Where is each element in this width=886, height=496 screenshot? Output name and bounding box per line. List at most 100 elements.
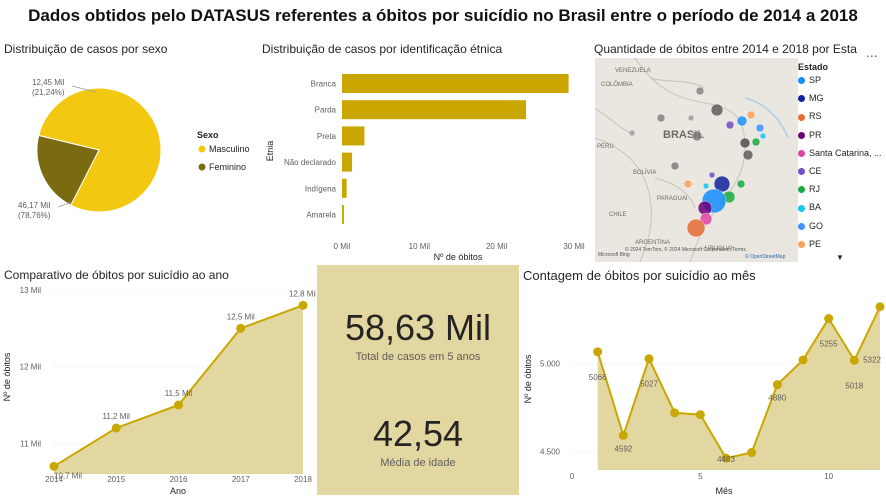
map-bubble[interactable]: [691, 130, 703, 142]
pie-slice-feminino[interactable]: [36, 134, 100, 206]
map-legend-label: SP: [809, 75, 822, 85]
month-point[interactable]: [849, 355, 859, 365]
bar-category-label[interactable]: Não declarado: [284, 158, 337, 167]
map-bubble[interactable]: [746, 110, 756, 120]
year-x-tick: 2014: [45, 475, 63, 484]
map-title: Quantidade de óbitos entre 2014 e 2018 p…: [594, 42, 857, 56]
legend-scroll-down-icon[interactable]: ▼: [836, 253, 844, 262]
bar-4[interactable]: [342, 178, 347, 198]
map-legend-swatch: [798, 113, 805, 121]
kpi-card[interactable]: 58,63 Mil Total de casos em 5 anos 42,54…: [317, 265, 519, 495]
month-ylabel: Nº de óbitos: [523, 354, 533, 403]
month-point[interactable]: [695, 410, 705, 420]
map-legend-item[interactable]: PE: [798, 239, 821, 249]
bar-x-tick[interactable]: 10 Mil: [409, 242, 431, 251]
map-visual[interactable]: VENEZUELA COLÔMBIA PERU BOLÍVIA CHILE AR…: [595, 58, 798, 262]
map-legend-swatch: [798, 204, 805, 212]
pie-legend-feminino[interactable]: Feminino: [209, 162, 246, 172]
kpi-age-value: 42,54: [372, 413, 464, 454]
map-bubble[interactable]: [686, 218, 706, 238]
map-legend-item[interactable]: GO: [798, 221, 823, 231]
bar-0[interactable]: [342, 74, 569, 93]
map-bubble[interactable]: [687, 114, 695, 122]
map-legend-label: PR: [809, 129, 822, 140]
bar-category-label[interactable]: Indígena: [305, 184, 337, 193]
map-bubble[interactable]: [759, 132, 767, 140]
month-point[interactable]: [747, 448, 757, 458]
month-line: [596, 306, 881, 460]
map-bubble[interactable]: [736, 179, 746, 189]
map-legend-item[interactable]: RJ: [798, 184, 820, 194]
map-legend-label: RJ: [809, 184, 820, 195]
month-point[interactable]: [721, 453, 731, 463]
bar-category-label[interactable]: Amarela: [306, 211, 336, 220]
map-label-chile: CHILE: [609, 212, 627, 218]
month-point[interactable]: [798, 355, 808, 365]
bar-5[interactable]: [342, 205, 344, 224]
map-legend-item[interactable]: RS: [798, 111, 822, 121]
map-bubble[interactable]: [742, 149, 754, 161]
month-point[interactable]: [824, 314, 834, 324]
bar-x-tick[interactable]: 0 Mil: [334, 242, 351, 251]
month-data-label: 4463: [717, 455, 735, 464]
bar-3[interactable]: [342, 152, 353, 172]
map-copyright-osm[interactable]: © OpenStreetMap: [745, 253, 786, 260]
month-point[interactable]: [593, 347, 603, 357]
month-area-chart[interactable]: 5.000 4.500 0 5 10 5066 4592 5027 4463 4880 5255 50…: [520, 284, 886, 496]
map-legend-label: BA: [809, 202, 822, 213]
bar-x-tick[interactable]: 20 Mil: [486, 242, 508, 251]
map-legend-item[interactable]: MG: [798, 93, 824, 103]
bar-1[interactable]: [342, 100, 527, 120]
map-legend-item[interactable]: PR: [798, 130, 822, 140]
bar-category-label[interactable]: Branca: [311, 80, 337, 89]
bar-x-tick[interactable]: 30 Mil: [563, 242, 585, 251]
year-point[interactable]: [111, 423, 121, 433]
pie-legend-swatch-masculino: [198, 145, 206, 153]
month-point[interactable]: [670, 408, 680, 418]
map-legend-item[interactable]: Santa Catarina, ...: [798, 148, 882, 158]
map-bubble[interactable]: [736, 115, 748, 127]
month-point[interactable]: [618, 430, 628, 440]
map-bubble[interactable]: [656, 113, 666, 123]
map-legend-label: CE: [809, 166, 822, 176]
more-options-icon[interactable]: ...: [866, 44, 878, 60]
year-x-tick: 2017: [232, 475, 250, 484]
map-legend-swatch: [798, 77, 805, 85]
bar-category-label[interactable]: Parda: [315, 106, 337, 115]
pie-chart[interactable]: 12,45 Mil (21,24%) 46,17 Mil (78,76%) Se…: [0, 56, 260, 256]
map-bubble[interactable]: [739, 137, 751, 149]
month-point[interactable]: [875, 302, 885, 312]
year-point[interactable]: [49, 461, 59, 471]
pie-slice-masculino[interactable]: [38, 87, 162, 213]
map-bubble[interactable]: [710, 103, 724, 117]
map-copyright[interactable]: © 2024 TomTom, © 2024 Microsoft Corporat…: [625, 246, 746, 253]
pie-chart-title: Distribuição de casos por sexo: [4, 42, 168, 56]
map-legend-item[interactable]: SP: [798, 75, 821, 85]
map-bubble[interactable]: [683, 179, 693, 189]
map-bubble[interactable]: [751, 137, 761, 147]
map-label-venezuela: VENEZUELA: [615, 68, 651, 74]
bar-chart[interactable]: Branca Parda Preta Não declarado Indígena Ama…: [258, 56, 588, 266]
month-point[interactable]: [772, 380, 782, 390]
year-point[interactable]: [298, 300, 308, 310]
map-legend-item[interactable]: CE: [798, 166, 822, 176]
map-bubble[interactable]: [708, 171, 716, 179]
page-title: Dados obtidos pelo DATASUS referentes a …: [28, 6, 858, 25]
map-bubble[interactable]: [670, 161, 680, 171]
map-bubble[interactable]: [695, 86, 705, 96]
map-bubble[interactable]: [725, 120, 735, 130]
year-point[interactable]: [174, 400, 183, 410]
month-point[interactable]: [644, 354, 654, 364]
map-bubble[interactable]: [628, 129, 636, 137]
pie-legend-masculino[interactable]: Masculino: [209, 144, 250, 154]
year-point[interactable]: [236, 323, 246, 333]
month-x-tick: 0: [570, 472, 575, 481]
year-chart-title: Comparativo de óbitos por suicídio ao an…: [4, 268, 229, 282]
bar-category-label[interactable]: Preta: [317, 132, 337, 141]
month-data-label: 5255: [820, 340, 838, 349]
map-bubble[interactable]: [755, 123, 765, 133]
map-legend-item[interactable]: BA: [798, 202, 821, 212]
map-bubble[interactable]: [702, 182, 710, 190]
bar-2[interactable]: [342, 126, 365, 146]
